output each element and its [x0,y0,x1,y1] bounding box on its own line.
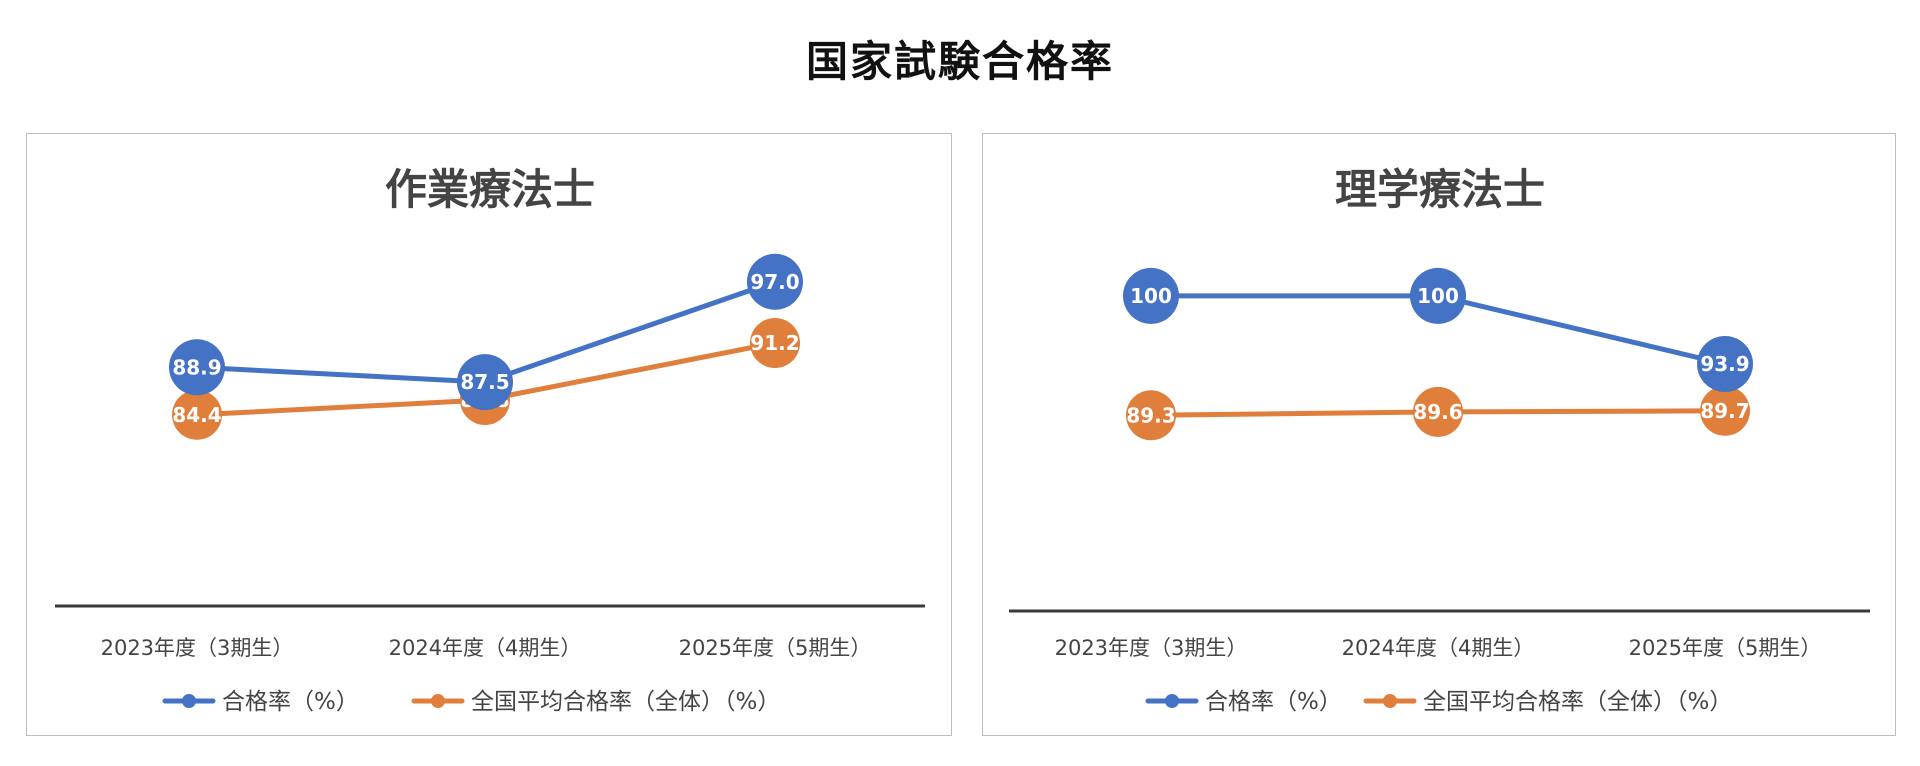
legend-marker-series-2 [1383,694,1397,708]
x-tick-label: 2023年度（3期生） [101,636,294,660]
data-point-series-1 [1697,336,1753,392]
chart-panel-occupational-therapist: 作業療法士 2023年度（3期生） 2024年度（4期生） 2025年度（5期生） 84… [26,133,952,736]
legend-marker-series-2 [431,694,445,708]
data-point-series-1 [1410,267,1466,324]
x-tick-label: 2023年度（3期生） [1055,636,1248,660]
legend-label-series-1: 合格率（%） [222,689,359,715]
data-label-series-2: 91.2 [750,331,799,355]
data-label-series-2: 84.4 [172,403,221,427]
line-chart-occupational-therapist: 作業療法士 2023年度（3期生） 2024年度（4期生） 2025年度（5期生） 84… [55,165,925,715]
data-label-series-2: 89.7 [1700,399,1749,423]
data-point-series-1 [1123,267,1179,324]
data-label-series-2: 89.6 [1413,400,1462,424]
chart-title: 理学療法士 [1335,165,1545,214]
legend-marker-series-1 [182,694,196,708]
page-title: 国家試験合格率 [805,37,1114,86]
data-label-series-1: 93.9 [1700,352,1749,376]
data-point-series-1 [169,339,225,396]
legend-label-series-2: 全国平均合格率（全体）（%） [1423,689,1732,715]
line-chart-physical-therapist: 理学療法士 2023年度（3期生） 2024年度（4期生） 2025年度（5期生） 89… [1009,165,1870,715]
legend-label-series-1: 合格率（%） [1205,689,1342,715]
data-label-series-1: 87.5 [460,370,509,394]
data-point-series-2 [1700,385,1750,436]
data-point-series-1 [457,354,513,411]
data-point-series-1 [747,253,803,310]
data-point-series-2 [1413,386,1463,437]
x-tick-label: 2024年度（4期生） [1342,636,1535,660]
chart-title: 作業療法士 [385,165,595,214]
x-tick-label: 2025年度（5期生） [679,636,872,660]
x-tick-label: 2024年度（4期生） [389,636,582,660]
legend-marker-series-1 [1165,694,1179,708]
data-point-series-2 [750,318,800,368]
x-tick-label: 2025年度（5期生） [1629,636,1822,660]
data-label-series-1: 100 [1130,284,1172,308]
chart-panel-physical-therapist: 理学療法士 2023年度（3期生） 2024年度（4期生） 2025年度（5期生） 89… [982,133,1896,736]
data-label-series-2: 89.3 [1126,403,1175,427]
data-label-series-1: 97.0 [750,270,799,294]
data-point-series-2 [172,389,222,440]
data-point-series-2 [1126,390,1176,441]
data-label-series-1: 100 [1417,284,1459,308]
data-label-series-1: 88.9 [172,355,221,379]
legend-label-series-2: 全国平均合格率（全体）（%） [471,689,780,715]
